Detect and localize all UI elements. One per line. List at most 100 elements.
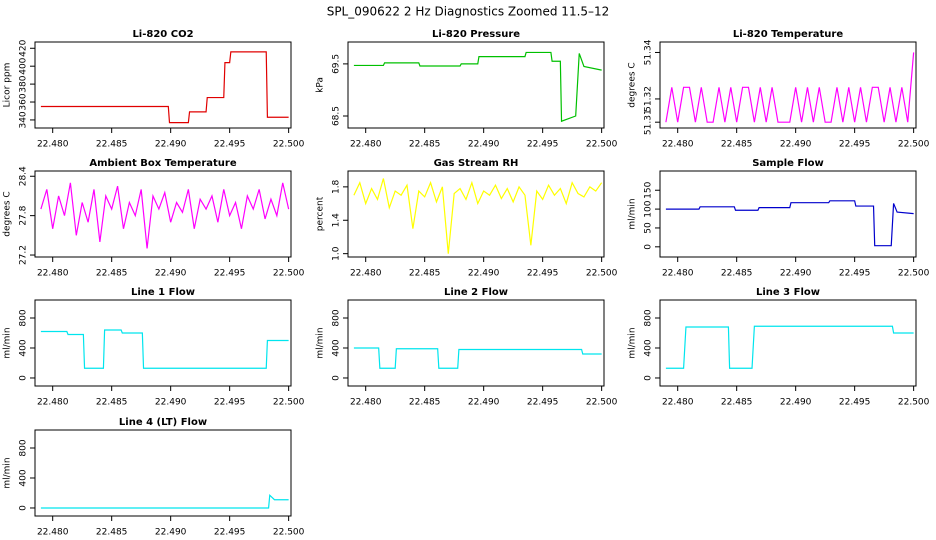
x-tick-label: 22.500 <box>898 140 930 150</box>
x-tick-label: 22.490 <box>468 269 500 279</box>
x-tick-label: 22.500 <box>273 528 305 538</box>
y-tick-label: 50 <box>644 222 654 234</box>
x-tick-label: 22.490 <box>780 398 812 408</box>
data-line <box>353 51 602 123</box>
plot-box <box>659 299 917 387</box>
x-tick-label: 22.485 <box>409 140 441 150</box>
y-tick-label: 400 <box>19 57 29 74</box>
panel-title: Li-820 Pressure <box>432 29 520 40</box>
y-axis-label: degrees C <box>3 191 13 236</box>
y-tick-label: 0 <box>19 375 29 381</box>
x-tick-label: 22.485 <box>721 269 753 279</box>
plot-area <box>40 329 289 369</box>
x-tick-label: 22.500 <box>273 269 305 279</box>
plot-box <box>659 41 917 129</box>
x-tick-label: 22.485 <box>409 398 441 408</box>
panel: Li-820 Pressure kPa 22.480 22.485 22.490 22.4… <box>316 29 618 150</box>
x-tick-label: 22.490 <box>780 140 812 150</box>
plot-area <box>353 178 603 254</box>
x-tick-label: 22.490 <box>155 528 187 538</box>
y-axis-label: kPa <box>316 77 326 93</box>
data-line <box>665 200 914 247</box>
y-tick-label: 380 <box>19 75 29 92</box>
y-tick-label: 340 <box>19 111 29 128</box>
panel-title: Ambient Box Temperature <box>89 158 236 169</box>
y-tick-label: 800 <box>332 309 342 326</box>
panel-title: Line 2 Flow <box>444 287 508 298</box>
plot-box <box>34 299 292 387</box>
figure-title: SPL_090622 2 Hz Diagnostics Zoomed 11.5–… <box>327 5 610 19</box>
y-axis-label: percent <box>316 196 326 231</box>
x-tick-label: 22.490 <box>780 269 812 279</box>
plot-area <box>665 52 915 123</box>
x-tick-label: 22.490 <box>468 140 500 150</box>
y-tick-label: 0 <box>332 375 342 381</box>
x-tick-label: 22.495 <box>214 140 246 150</box>
x-tick-label: 22.480 <box>662 140 694 150</box>
x-tick-label: 22.490 <box>155 398 187 408</box>
panel: Ambient Box Temperature degrees C 22.480 22… <box>3 158 305 279</box>
plot-box <box>659 170 917 258</box>
x-tick-label: 22.480 <box>37 269 69 279</box>
y-tick-label: 51.32 <box>644 86 654 112</box>
x-tick-label: 22.485 <box>409 269 441 279</box>
x-tick-label: 22.500 <box>586 398 618 408</box>
x-tick-label: 22.480 <box>37 140 69 150</box>
y-tick-label: 27.2 <box>19 245 29 265</box>
data-line <box>353 347 602 369</box>
x-tick-label: 22.500 <box>273 398 305 408</box>
y-tick-label: 27.8 <box>19 205 29 225</box>
x-tick-label: 22.500 <box>273 140 305 150</box>
data-line <box>40 329 289 369</box>
x-tick-label: 22.495 <box>839 398 871 408</box>
panel-title: Gas Stream RH <box>434 158 519 169</box>
y-tick-label: 400 <box>19 339 29 356</box>
y-tick-label: 400 <box>332 339 342 356</box>
panel: Line 2 Flow ml/min 22.480 22.485 22.490 22.49… <box>316 287 618 408</box>
x-tick-label: 22.490 <box>155 269 187 279</box>
x-tick-label: 22.500 <box>898 398 930 408</box>
plot-box <box>34 170 292 258</box>
x-tick-label: 22.495 <box>214 269 246 279</box>
data-line <box>40 493 289 509</box>
data-line <box>40 182 290 249</box>
data-line <box>353 178 603 254</box>
plot-box <box>347 170 605 258</box>
plot-area <box>353 347 602 369</box>
y-tick-label: 68.5 <box>332 106 342 126</box>
y-axis-label: ml/min <box>628 198 638 229</box>
y-tick-label: 69.5 <box>332 54 342 74</box>
x-tick-label: 22.485 <box>721 398 753 408</box>
plot-area <box>40 493 289 509</box>
panel-title: Li-820 CO2 <box>132 29 193 40</box>
y-axis-label: ml/min <box>316 327 326 358</box>
x-tick-label: 22.480 <box>662 269 694 279</box>
plot-box <box>347 299 605 387</box>
x-tick-label: 22.480 <box>37 528 69 538</box>
x-tick-label: 22.485 <box>96 528 128 538</box>
y-tick-label: 51.34 <box>644 39 654 65</box>
plot-box <box>34 41 292 129</box>
y-tick-label: 1.0 <box>332 246 342 261</box>
panel-title: Li-820 Temperature <box>733 29 843 40</box>
panel: Sample Flow ml/min 22.480 22.485 22.490 22.49… <box>628 158 930 279</box>
x-tick-label: 22.485 <box>96 269 128 279</box>
panel: Li-820 Temperature degrees C 22.480 22.485 2… <box>628 29 930 150</box>
x-tick-label: 22.485 <box>96 398 128 408</box>
panel-title: Line 1 Flow <box>131 287 195 298</box>
data-line <box>40 51 289 124</box>
y-tick-label: 360 <box>19 93 29 110</box>
y-tick-label: 28.4 <box>19 166 29 186</box>
x-tick-label: 22.500 <box>586 140 618 150</box>
plot-area <box>40 51 289 124</box>
x-tick-label: 22.490 <box>155 140 187 150</box>
panel: Line 4 (LT) Flow ml/min 22.480 22.485 22.490… <box>3 417 305 538</box>
y-axis-label: ml/min <box>3 327 13 358</box>
y-tick-label: 420 <box>19 39 29 56</box>
plot-box <box>34 429 292 517</box>
y-tick-label: 400 <box>19 469 29 486</box>
x-tick-label: 22.495 <box>839 140 871 150</box>
x-tick-label: 22.480 <box>37 398 69 408</box>
x-tick-label: 22.480 <box>662 398 694 408</box>
